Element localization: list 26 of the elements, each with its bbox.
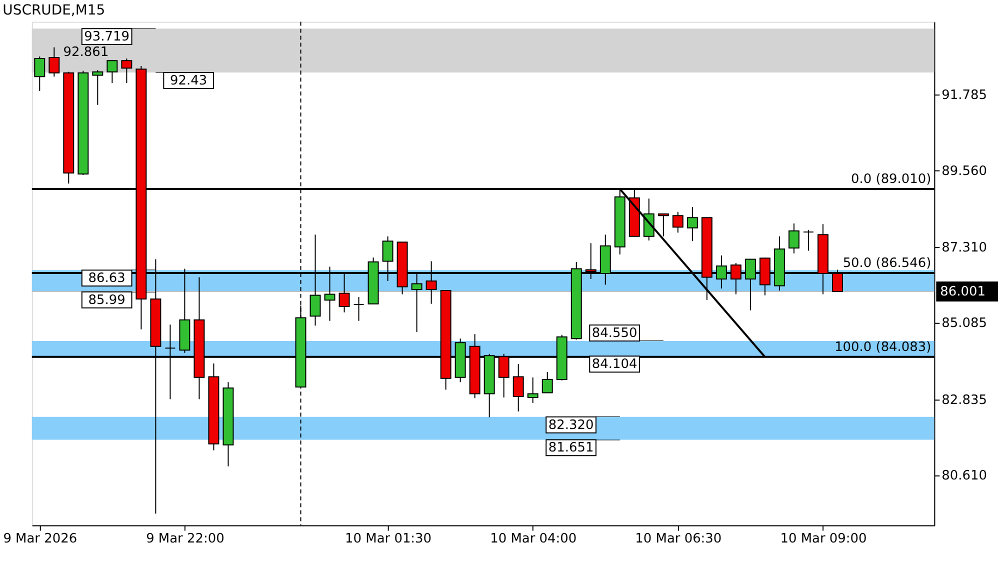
annotation: 85.99 — [88, 292, 126, 308]
y-tick-label: 91.785 — [942, 88, 988, 103]
ref-line-label: 100.0 (84.083) — [834, 340, 932, 355]
annotation: 92.43 — [170, 73, 208, 88]
x-tick-label: 10 Mar 06:30 — [635, 532, 722, 547]
ref-line-label: 50.0 (86.546) — [842, 256, 932, 271]
annotation: 82.320 — [548, 418, 594, 433]
chart-title: USCRUDE,M15 — [2, 2, 106, 18]
y-tick-label: 89.560 — [942, 164, 988, 179]
y-tick-label: 82.835 — [942, 392, 988, 408]
x-tick-label: 10 Mar 04:00 — [490, 532, 577, 547]
y-tick-label: 85.085 — [942, 316, 988, 332]
y-tick-label: 80.610 — [942, 468, 988, 484]
annotation: 81.651 — [548, 440, 594, 456]
ref-line-label: 86.001 — [940, 284, 986, 300]
y-tick-label: 87.310 — [942, 240, 988, 256]
x-tick-label: 9 Mar 22:00 — [146, 532, 224, 547]
x-tick-label: 10 Mar 01:30 — [345, 532, 432, 547]
annotation: 86.63 — [88, 271, 126, 286]
annotation: 84.104 — [592, 357, 638, 372]
x-tick-label: 9 Mar 2026 — [3, 532, 78, 547]
annotation: 93.719 — [84, 30, 130, 45]
annotation: 92.861 — [63, 44, 109, 60]
annotation: 84.550 — [592, 326, 638, 341]
x-tick-label: 10 Mar 09:00 — [780, 532, 867, 547]
ref-line-label: 0.0 (89.010) — [851, 172, 932, 188]
